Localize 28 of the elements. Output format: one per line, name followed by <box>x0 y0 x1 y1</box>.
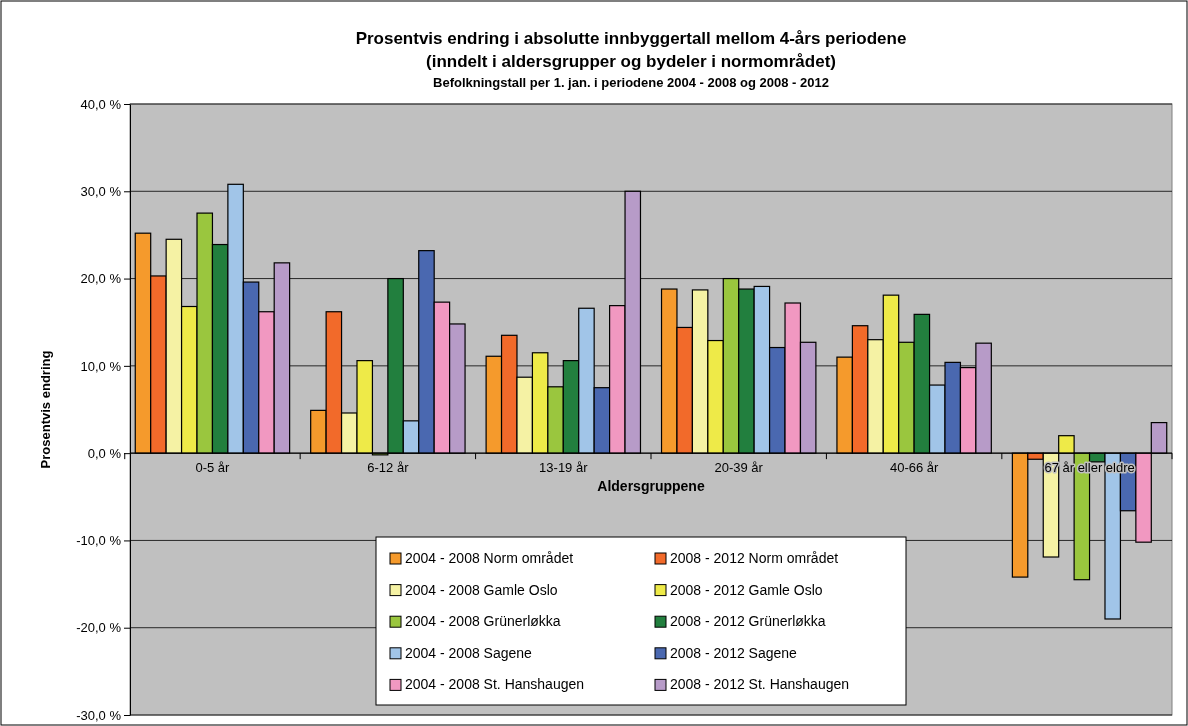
y-tick-label: -30,0 % <box>76 707 122 723</box>
legend-label: 2008 - 2012 St. Hanshaugen <box>670 676 850 693</box>
x-tick-label: 6-12 år <box>367 460 410 476</box>
legend-label: 2004 - 2008 Grünerløkka <box>405 613 561 630</box>
text: Befolkningstall per 1. jan. i periodene 2004 - 2008 og 2008 - 2012 <box>433 75 829 90</box>
y-tick-label: -10,0 % <box>76 533 122 549</box>
legend-label: 2008 - 2012 Sagene <box>670 644 798 661</box>
chart-title: Prosentvis endring i absolutte innbyggertall mellom 4-års periodene <box>355 29 907 48</box>
y-tick-label: 10,0 % <box>80 358 122 374</box>
y-axis-title: Prosentvis endring <box>38 350 53 469</box>
y-tick-label: 0,0 % <box>87 445 122 461</box>
x-tick-label: 13-19 år <box>539 460 589 476</box>
x-tick-label: 40-66 år <box>889 460 940 476</box>
x-axis-title: Aldersgruppene <box>597 478 705 495</box>
x-tick-label: 20-39 år <box>714 460 764 476</box>
legend-label: 2008 - 2012 Gamle Oslo <box>670 581 823 598</box>
legend-label: 2008 - 2012 Norm området <box>670 550 839 566</box>
y-tick-label: -20,0 % <box>76 620 122 636</box>
y-tick-label: 30,0 % <box>80 183 122 199</box>
legend-label: 2004 - 2008 Norm området <box>405 550 574 566</box>
y-tick-label: 20,0 % <box>80 271 122 287</box>
legend-label: 2008 - 2012 Grünerløkka <box>670 613 826 630</box>
text: (inndelt i aldersgrupper og bydeler i normområdet) <box>426 52 836 71</box>
legend-label: 2004 - 2008 Sagene <box>405 644 533 661</box>
legend-label: 2004 - 2008 Gamle Oslo <box>405 581 558 598</box>
y-tick-label: 40,0 % <box>80 96 122 112</box>
legend-label: 2004 - 2008 St. Hanshaugen <box>405 676 585 693</box>
x-tick-label: 0-5 år <box>195 460 231 476</box>
